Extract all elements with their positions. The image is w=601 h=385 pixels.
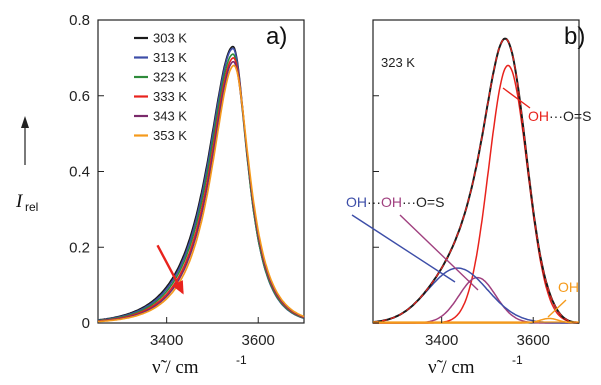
component-line: [373, 317, 579, 324]
panel-b-temperature: 323 K: [381, 55, 415, 70]
oh-os-annotation: OH···O=S: [528, 108, 591, 124]
series-line-343-k: [97, 60, 305, 323]
y-tick-label: 0.6: [69, 88, 90, 105]
panel-a-legend: 303 K 313 K 323 K 333 K 343 K 353 K: [134, 31, 187, 143]
panel-b-curves: [373, 37, 580, 324]
x-tick-label: 3400: [150, 332, 183, 349]
x-axis-label-a-sup: -1: [236, 353, 247, 367]
series-line-303-k: [97, 45, 305, 321]
series-line-353-k: [97, 64, 305, 323]
y-tick-label: 0: [82, 315, 90, 332]
oh-oh-os-annotation: OH···OH···O=S: [346, 194, 444, 210]
panel-a-y-ticks: 0 0.2 0.4 0.6 0.8: [69, 12, 104, 332]
panel-a-x-ticks: 3400 3600: [150, 317, 275, 349]
fit-sum-line: [373, 37, 580, 324]
legend-entry: 343 K: [153, 109, 187, 124]
y-tick-label: 0.4: [69, 164, 90, 181]
arrow-head: [172, 280, 184, 295]
oh-os-pointer: [502, 87, 531, 109]
panel-a-x-axis-label: ν̃ / cm -1: [152, 353, 247, 378]
series-line-323-k: [97, 53, 305, 322]
oh-pointer: [547, 299, 567, 318]
legend-entry: 303 K: [153, 31, 187, 46]
legend-entry: 353 K: [153, 128, 187, 143]
y-axis-label-sub: rel: [25, 200, 38, 214]
measured-spectrum-line: [373, 37, 580, 324]
y-tick-label: 0.8: [69, 12, 90, 29]
panel-b: 3400 3600 b) 323 K OH···O=S OH···OH···O=S…: [346, 19, 591, 378]
x-axis-label-b: ν̃ / cm: [428, 357, 475, 378]
x-tick-label: 3400: [425, 332, 458, 349]
x-axis-label-b-sup: -1: [512, 353, 523, 367]
oh-oh-os-pointer-purple: [399, 214, 479, 291]
y-axis-label-main: I: [15, 191, 24, 212]
legend-entry: 323 K: [153, 70, 187, 85]
series-line-333-k: [98, 57, 305, 322]
panel-a: 0 0.2 0.4 0.6 0.8 3400 3600 303 K 313 K 323 K 33…: [15, 12, 305, 378]
panel-b-x-ticks: 3400 3600: [425, 317, 550, 349]
x-axis-label-a: ν̃ / cm: [152, 357, 199, 378]
x-tick-label: 3600: [517, 332, 550, 349]
panel-b-label: b): [564, 23, 585, 50]
x-tick-label: 3600: [242, 332, 275, 349]
panel-a-frame: [97, 19, 305, 324]
panel-b-y-ticks: [373, 19, 379, 324]
panel-a-curves: [97, 45, 305, 323]
temperature-trend-arrow: [156, 244, 184, 295]
series-line-313-k: [97, 47, 305, 322]
oh-annotation: OH: [558, 279, 579, 295]
legend-entry: 333 K: [153, 89, 187, 104]
legend-entry: 313 K: [153, 50, 187, 65]
oh-oh-os-pointer-blue: [351, 214, 456, 283]
panel-a-label: a): [266, 23, 287, 50]
y-tick-label: 0.2: [69, 239, 90, 256]
y-axis-label: I rel: [15, 116, 38, 214]
panel-b-x-axis-label: ν̃ / cm -1: [428, 353, 523, 378]
